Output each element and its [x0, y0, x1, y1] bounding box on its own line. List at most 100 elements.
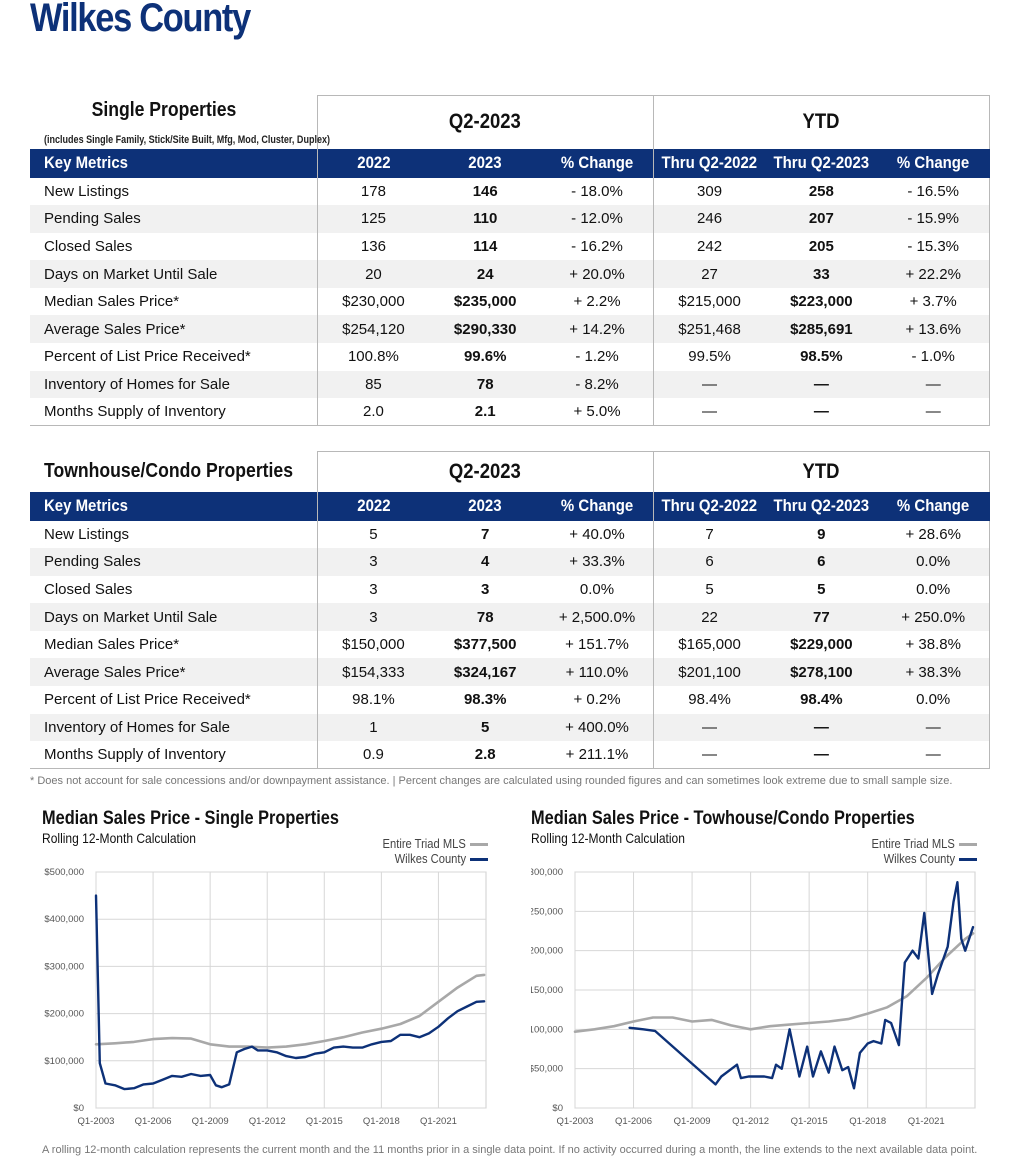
- column-header: % Change: [877, 491, 990, 521]
- y-tick-label: $0: [552, 1103, 563, 1114]
- y-tick-label: $300,000: [44, 961, 84, 972]
- section-title: Single Properties: [91, 98, 237, 121]
- metric-value-cell: + 38.3%: [877, 658, 991, 687]
- metric-value-cell: 2.8: [429, 741, 542, 770]
- metric-value-cell: 309: [652, 177, 766, 206]
- y-tick-label: $200,000: [44, 1009, 84, 1020]
- section-subtitle: (includes Single Family, Stick/Site Buil…: [44, 133, 331, 146]
- metric-value-cell: + 28.6%: [877, 520, 991, 549]
- metric-name-cell: Inventory of Homes for Sale: [30, 713, 318, 742]
- metric-value-cell: 110: [429, 205, 542, 233]
- metric-value-cell: 99.6%: [463, 348, 507, 366]
- table-row: New Listings 5 7 + 40.0% 7 9 + 28.6%: [30, 520, 991, 549]
- chart-subtitle: Rolling 12-Month Calculation: [42, 830, 196, 846]
- metric-value-cell: 5: [652, 575, 766, 604]
- column-header: Key Metrics: [30, 491, 318, 521]
- column-header: 2023: [429, 148, 542, 178]
- column-header: % Change: [541, 491, 654, 521]
- metric-value-cell: $324,167: [429, 658, 542, 687]
- metric-name-cell: Days on Market Until Sale: [30, 260, 318, 288]
- table-row: Pending Sales 3 4 + 33.3% 6 6 0.0%: [30, 548, 991, 576]
- metric-value-cell: $235,000: [453, 293, 517, 311]
- legend-swatch: [470, 843, 488, 847]
- metric-value-cell: $285,691: [765, 315, 878, 344]
- metric-value-cell: 0.0%: [579, 580, 615, 598]
- series-line-triad: [573, 932, 975, 1033]
- metric-value-cell: 24: [429, 260, 542, 288]
- metric-value-cell: —: [877, 713, 991, 742]
- period-header-quarter: Q2-2023: [316, 95, 654, 149]
- metric-value-cell: 27: [652, 260, 766, 288]
- x-tick-label: Q1-2018: [363, 1116, 400, 1127]
- column-header: 2023: [429, 491, 542, 521]
- x-tick-label: Q1-2006: [135, 1116, 172, 1127]
- y-tick-label: $200,000: [531, 946, 563, 957]
- metric-name-cell: Median Sales Price*: [44, 636, 180, 654]
- table-row: Percent of List Price Received* 98.1% 98.3…: [30, 686, 991, 714]
- legend-item-county: Wilkes County: [369, 851, 488, 866]
- y-tick-label: $250,000: [531, 906, 563, 917]
- metric-name-cell: Closed Sales: [44, 237, 133, 255]
- table-row: Average Sales Price* $154,333 $324,167 + 11…: [30, 658, 991, 687]
- metric-value-cell: 9: [817, 525, 826, 543]
- metric-value-cell: 3: [316, 603, 430, 631]
- metric-value-cell: 7: [652, 520, 766, 549]
- period-header-ytd: YTD: [652, 95, 991, 149]
- metric-value-cell: 7: [481, 525, 490, 543]
- metric-name-cell: New Listings: [44, 525, 130, 543]
- metric-value-cell: —: [877, 370, 991, 399]
- metric-value-cell: 33: [765, 260, 878, 288]
- metric-value-cell: 20: [316, 260, 430, 288]
- chart-canvas: $0 $100,000 $200,000 $300,000 $400,000 $500,0…: [44, 867, 487, 1127]
- legend-item-triad: Entire Triad MLS: [858, 836, 977, 851]
- column-header-row: Key Metrics 2022 2023 % Change Thru Q2-2…: [30, 491, 990, 521]
- metric-value-cell: 258: [808, 182, 834, 200]
- table-row: Days on Market Until Sale 20 24 + 20.0% 27 33…: [30, 260, 991, 288]
- metric-value-cell: $254,120: [316, 315, 430, 344]
- x-tick-label: Q1-2012: [249, 1116, 286, 1127]
- metric-value-cell: + 14.2%: [541, 315, 654, 344]
- metric-value-cell: 98.4%: [800, 691, 843, 709]
- chart-title: Median Sales Price - Single Properties: [42, 808, 339, 829]
- metric-value-cell: 22: [652, 603, 766, 631]
- metric-value-cell: + 38.8%: [877, 630, 991, 659]
- metric-name-cell: Closed Sales: [44, 580, 133, 598]
- metric-value-cell: + 40.0%: [569, 525, 625, 543]
- metric-value-cell: —: [877, 741, 991, 770]
- table-row: Pending Sales 125 110- 12.0% 246 207- 15.9%: [30, 205, 991, 233]
- metric-value-cell: 242: [652, 232, 766, 261]
- table-row: Closed Sales 3 3 0.0% 5 5 0.0%: [30, 575, 991, 604]
- metric-value-cell: 78: [429, 603, 542, 631]
- legend-item-triad: Entire Triad MLS: [369, 836, 488, 851]
- single-properties-table: Single Properties (includes Single Famil…: [30, 95, 991, 427]
- metric-value-cell: 207: [765, 205, 878, 233]
- metric-value-cell: + 5.0%: [541, 398, 654, 427]
- metric-value-cell: $377,500: [453, 636, 517, 654]
- section-title: Townhouse/Condo Properties: [44, 460, 294, 482]
- metric-value-cell: —: [652, 398, 766, 427]
- metric-value-cell: —: [652, 713, 766, 742]
- x-tick-label: Q1-2003: [78, 1116, 115, 1127]
- legend-swatch: [959, 858, 977, 862]
- section-header: Townhouse/Condo Properties: [30, 452, 317, 492]
- metric-value-cell: 99.5%: [652, 343, 766, 371]
- legend-item-county: Wilkes County: [858, 851, 977, 866]
- metric-name-cell: New Listings: [44, 182, 130, 200]
- metric-value-cell: 3: [316, 548, 430, 576]
- townhouse-condo-table: Townhouse/Condo Properties Q2-2023 YTD K…: [30, 451, 991, 770]
- metric-value-cell: + 2,500.0%: [541, 603, 654, 631]
- legend-swatch: [470, 858, 488, 862]
- metric-value-cell: $223,000: [790, 293, 853, 311]
- metric-value-cell: 246: [652, 205, 766, 233]
- rolling-calculation-note: A rolling 12-month calculation represent…: [42, 1144, 978, 1156]
- x-tick-label: Q1-2009: [192, 1116, 229, 1127]
- table-row: Percent of List Price Received* 100.8% 99.…: [30, 343, 991, 371]
- metric-name-cell: Months Supply of Inventory: [30, 398, 318, 427]
- page-title: Wilkes County: [30, 0, 251, 40]
- metric-value-cell: 2.1: [429, 398, 542, 427]
- column-header-row: Key Metrics 2022 2023 % Change Thru Q2-2…: [30, 148, 990, 178]
- metric-value-cell: - 16.5%: [877, 177, 991, 206]
- y-tick-label: $100,000: [44, 1056, 84, 1067]
- column-header: Thru Q2-2022: [652, 148, 766, 178]
- period-header-ytd: YTD: [652, 451, 991, 492]
